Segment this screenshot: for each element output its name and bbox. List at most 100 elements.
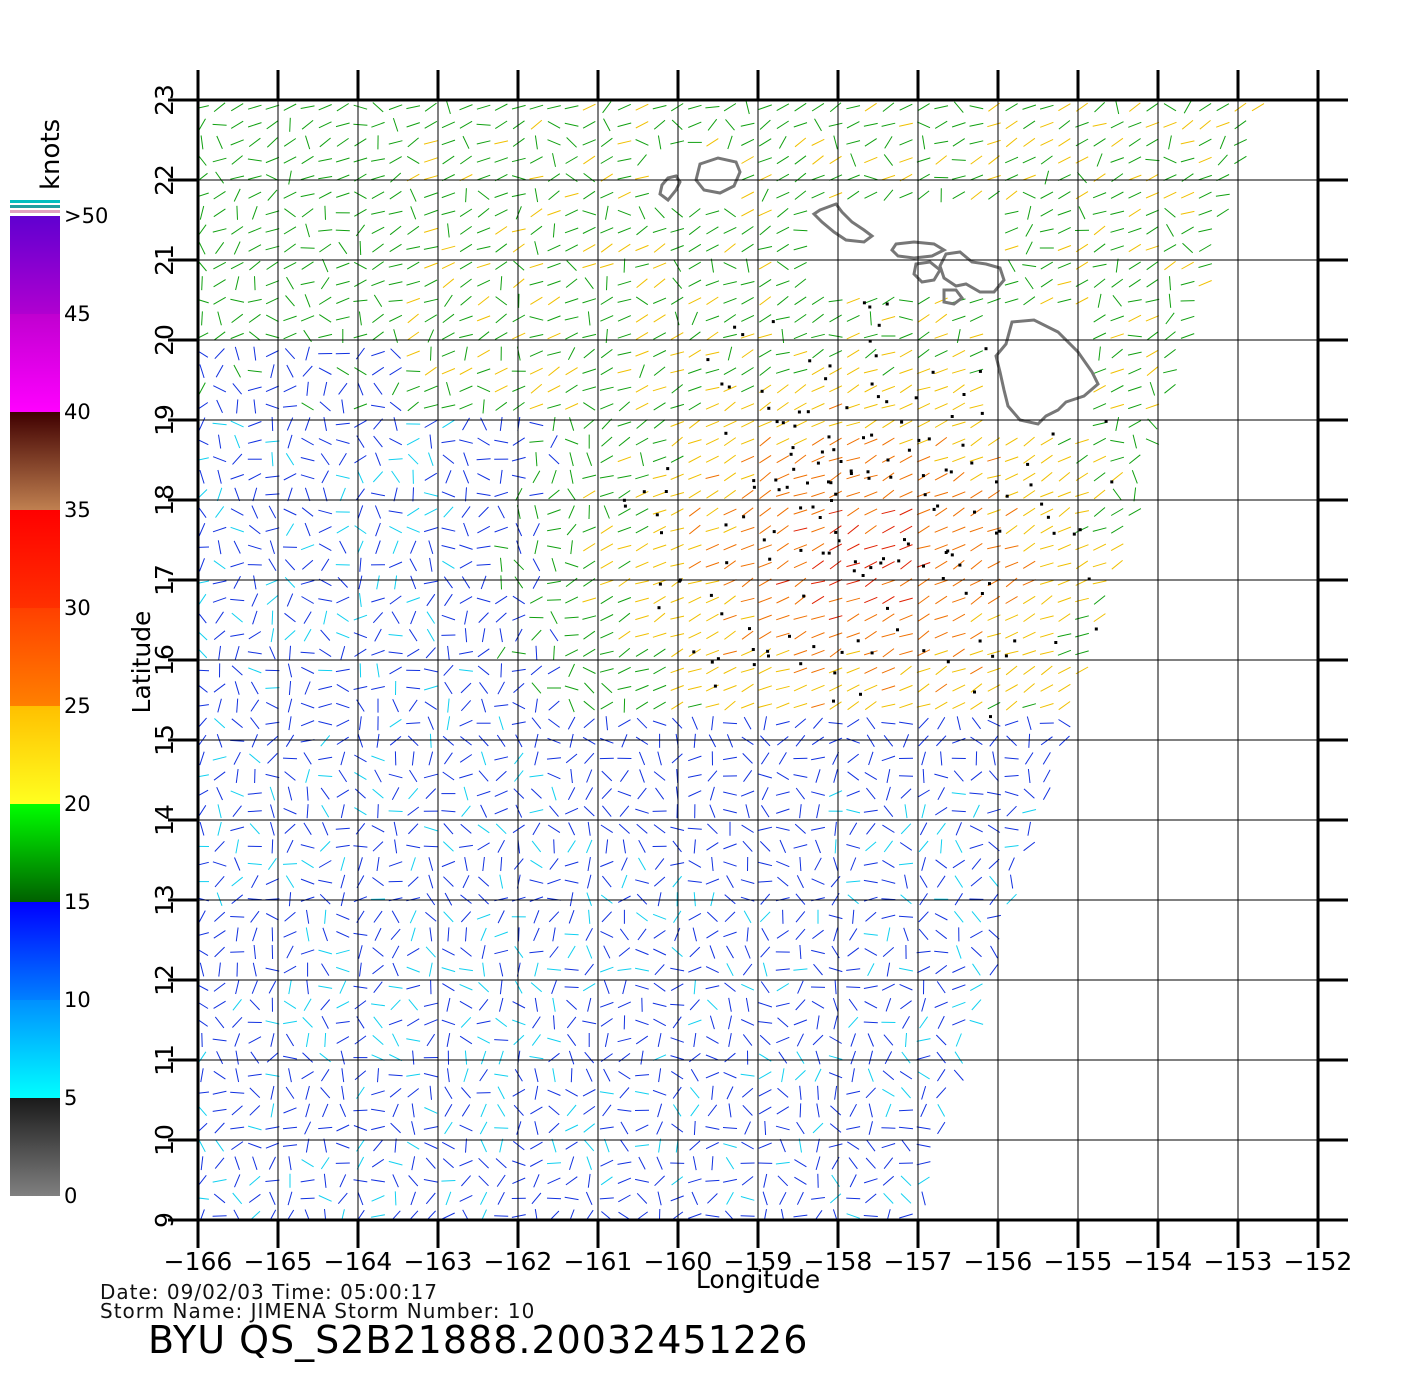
wind-vector — [480, 1103, 487, 1118]
wind-vector — [1023, 788, 1035, 799]
wind-vector — [529, 1056, 544, 1060]
wind-vector — [987, 474, 1001, 479]
wind-vector — [253, 399, 257, 414]
wind-vector — [1023, 683, 1035, 693]
wind-vector — [339, 1174, 347, 1188]
wind-vector — [212, 756, 227, 761]
wind-vector — [635, 879, 649, 884]
wind-vector — [935, 859, 948, 869]
wind-vector — [793, 332, 808, 340]
wind-vector — [834, 1085, 838, 1100]
wind-vector — [567, 1034, 577, 1046]
wind-vector — [445, 100, 451, 115]
wind-vector — [1057, 666, 1071, 675]
wind-vector — [198, 774, 209, 778]
wind-vector — [1092, 580, 1107, 585]
wind-vector — [1075, 121, 1089, 128]
wind-vector — [371, 1195, 385, 1202]
wind-vector — [548, 1122, 560, 1134]
wind-vector — [794, 402, 807, 411]
wind-vector — [899, 1213, 913, 1219]
wind-vector — [499, 469, 503, 484]
wind-vector — [564, 122, 579, 127]
wind-vector — [705, 878, 720, 885]
rain-flag — [906, 542, 910, 546]
wind-vector — [371, 755, 385, 762]
wind-vector — [337, 1192, 348, 1205]
wind-vector — [623, 258, 626, 273]
wind-vector — [406, 350, 420, 357]
wind-vector — [687, 1178, 702, 1184]
wind-vector — [934, 579, 948, 586]
wind-vector — [670, 597, 684, 603]
wind-vector — [535, 452, 538, 467]
wind-vector — [740, 562, 755, 567]
colorbar-label: 0 — [64, 1184, 78, 1208]
wind-vector — [847, 947, 860, 957]
wind-vector — [442, 1158, 454, 1169]
wind-vector — [1004, 298, 1019, 304]
wind-vector — [635, 701, 649, 710]
wind-vector — [1058, 735, 1070, 746]
wind-vector — [531, 629, 542, 641]
wind-vector — [776, 384, 789, 394]
wind-vector — [566, 260, 577, 271]
wind-vector — [793, 703, 808, 709]
wind-vector — [495, 770, 507, 782]
wind-vector — [1216, 103, 1230, 112]
wind-vector — [460, 947, 472, 957]
wind-vector — [339, 540, 347, 554]
wind-vector — [353, 614, 368, 621]
rain-flag — [828, 364, 832, 368]
rain-flag — [834, 530, 838, 534]
wind-vector — [886, 927, 891, 942]
wind-vector — [1198, 228, 1213, 233]
wind-vector — [340, 751, 346, 766]
wind-vector — [282, 757, 298, 760]
wind-vector — [371, 686, 385, 690]
wind-vector — [775, 491, 790, 497]
wind-vector — [776, 771, 790, 781]
wind-vector — [301, 596, 314, 604]
wind-vector — [987, 545, 1001, 550]
wind-vector — [688, 208, 701, 218]
wind-vector — [671, 1176, 684, 1186]
wind-vector — [424, 472, 438, 481]
wind-vector — [794, 384, 807, 394]
wind-vector — [1058, 103, 1071, 112]
wind-vector — [846, 632, 860, 638]
wind-vector — [318, 543, 332, 552]
wind-vector — [638, 1156, 646, 1170]
wind-vector — [285, 875, 295, 888]
wind-vector — [1039, 562, 1054, 568]
wind-vector — [567, 716, 576, 730]
wind-vector — [266, 595, 279, 605]
wind-vector — [515, 487, 523, 501]
wind-vector — [722, 722, 738, 725]
wind-vector — [321, 470, 329, 484]
wind-vector — [424, 385, 438, 392]
wind-vector — [899, 403, 913, 410]
wind-vector — [247, 439, 262, 444]
wind-vector — [1023, 507, 1036, 517]
wind-vector — [324, 1032, 327, 1048]
wind-vector — [917, 595, 930, 605]
wind-vector — [846, 403, 860, 410]
wind-vector — [811, 509, 825, 515]
wind-vector — [635, 331, 649, 341]
wind-vector — [881, 1143, 896, 1149]
wind-vector — [198, 1197, 209, 1200]
wind-vector — [568, 1050, 575, 1065]
wind-vector — [987, 297, 1001, 304]
wind-vector — [1006, 735, 1017, 747]
wind-vector — [584, 963, 594, 976]
wind-vector — [340, 892, 345, 907]
wind-vector — [547, 385, 561, 393]
wind-vector — [829, 701, 842, 710]
wind-vector — [375, 522, 381, 537]
wind-vector — [426, 628, 435, 642]
wind-vector — [548, 911, 560, 923]
rain-flag — [849, 472, 853, 475]
wind-vector — [478, 1175, 489, 1187]
wind-vector — [705, 386, 720, 391]
